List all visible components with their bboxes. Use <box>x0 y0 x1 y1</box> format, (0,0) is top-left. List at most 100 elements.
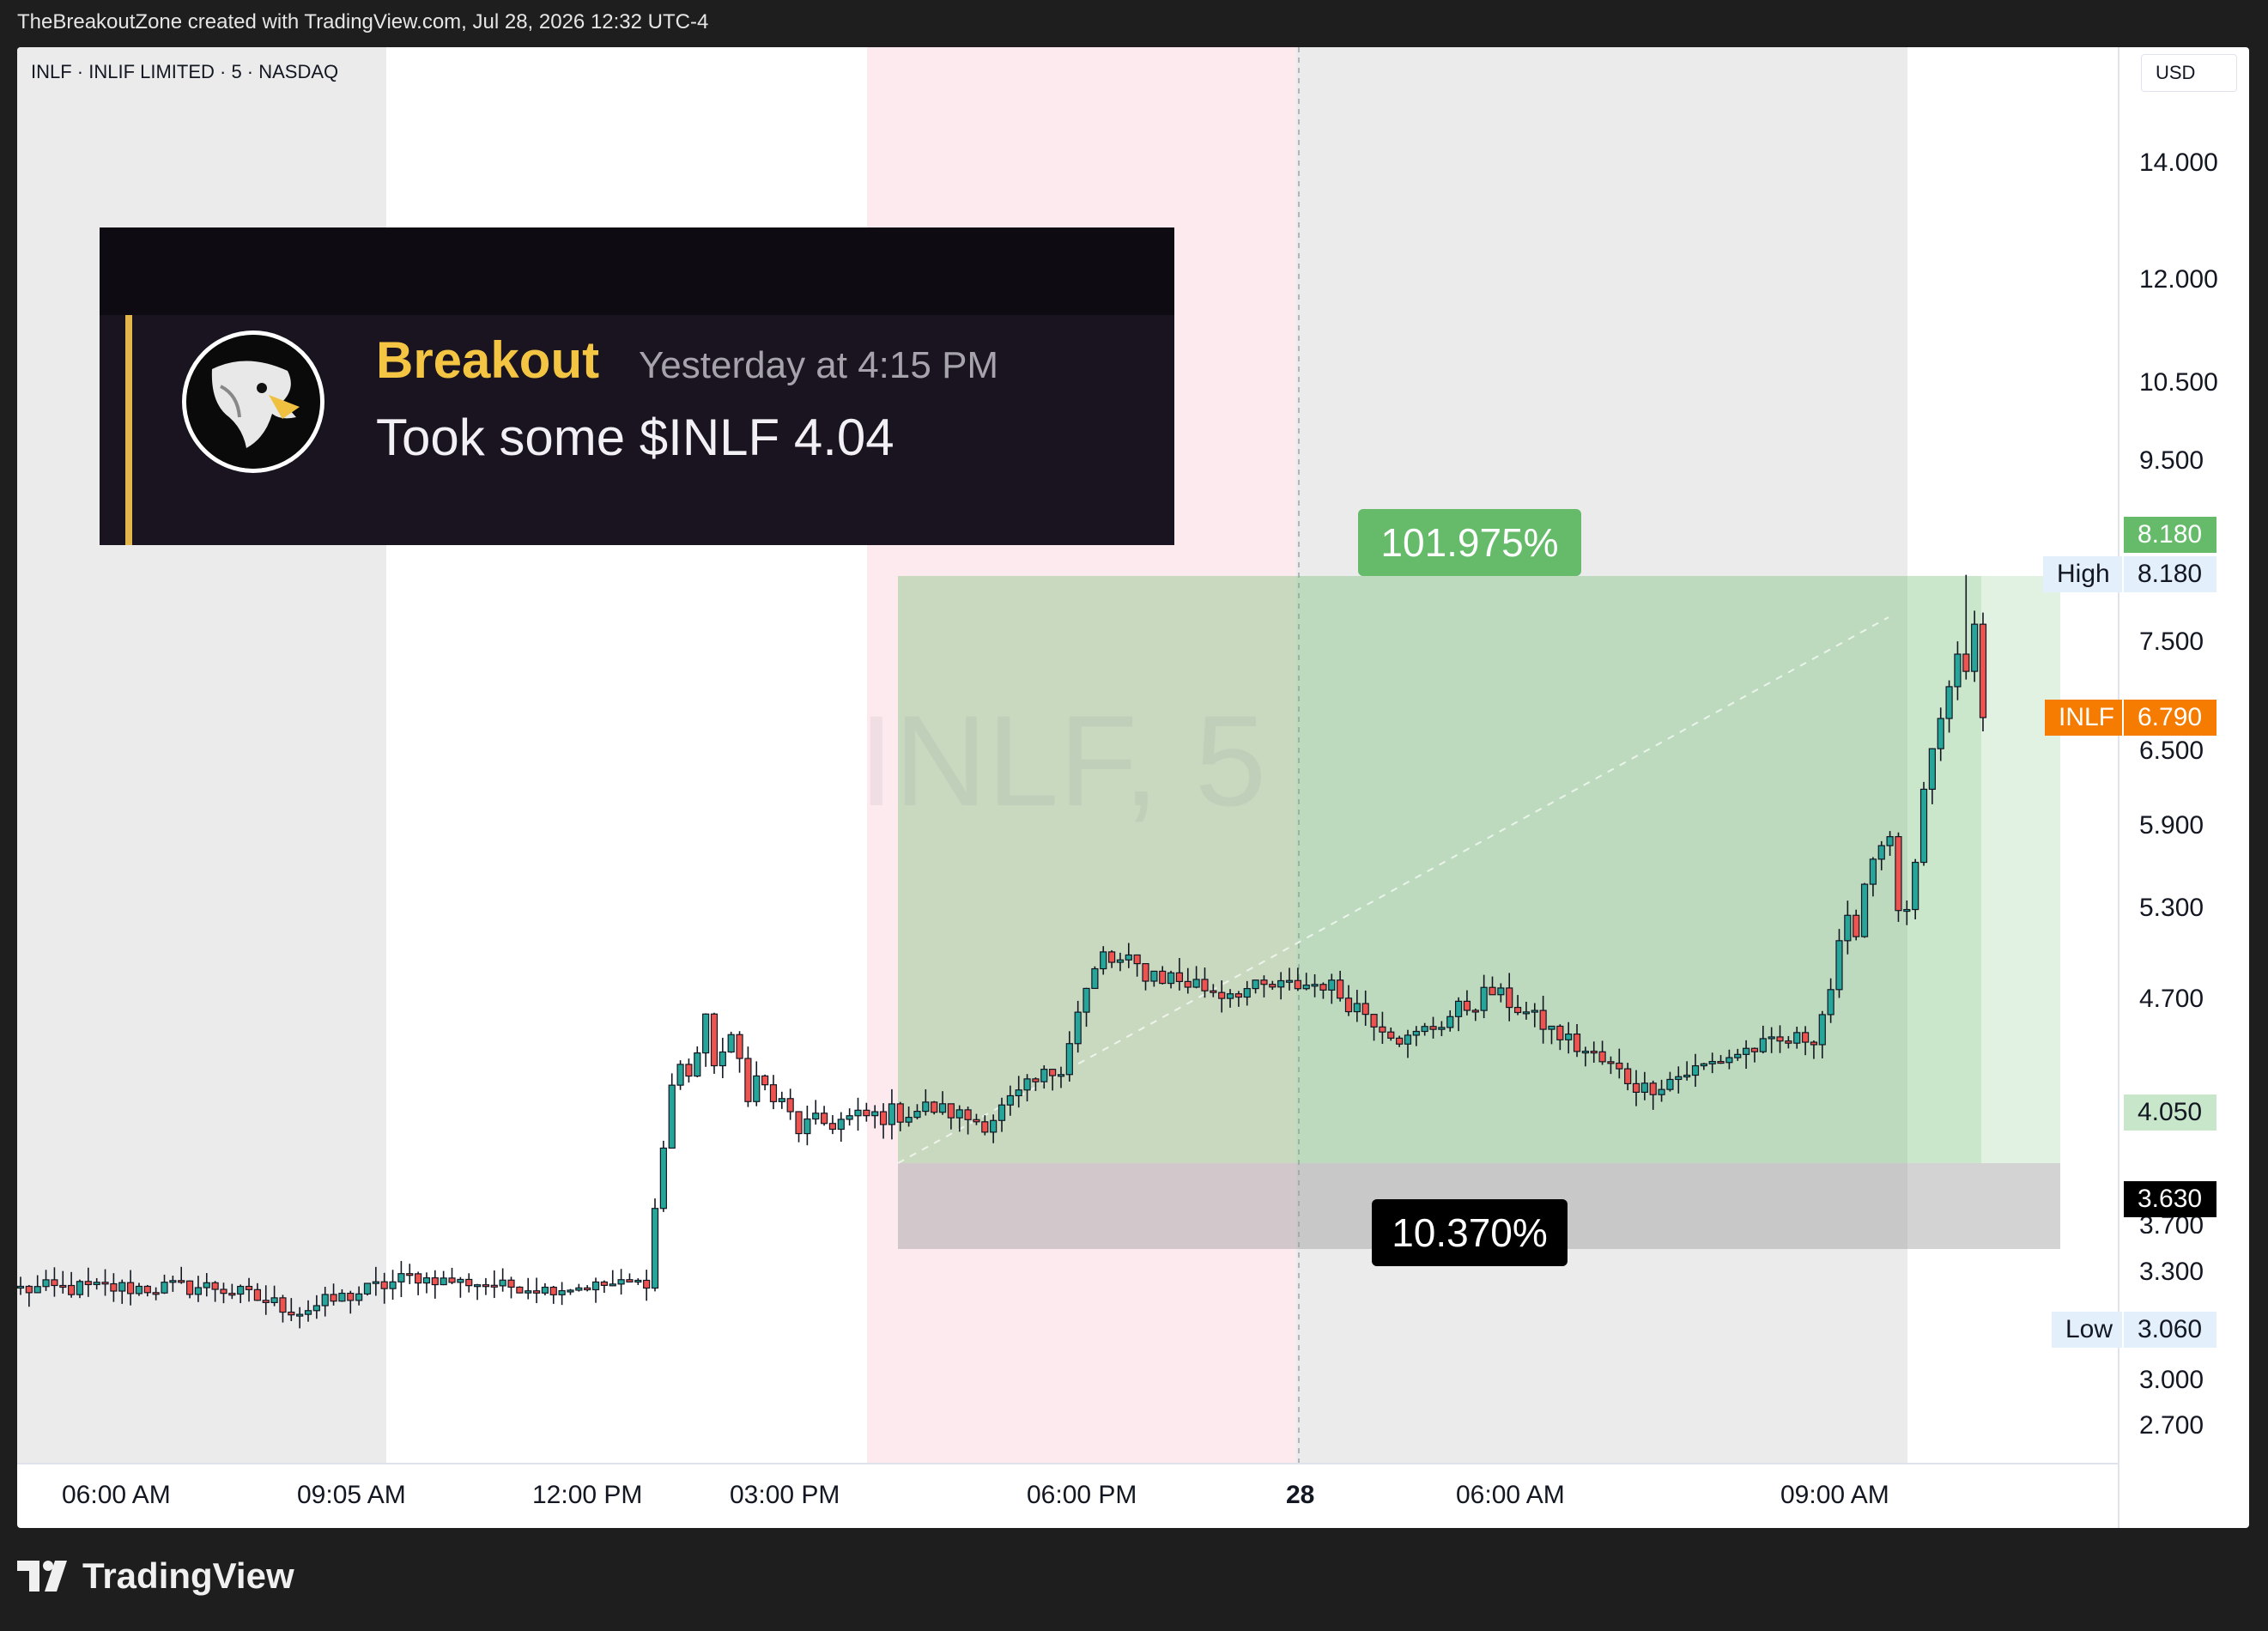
candle-body <box>1734 1053 1742 1058</box>
alert-message: Took some $INLF 4.04 <box>376 409 894 466</box>
candle-body <box>990 1119 998 1133</box>
candle-body <box>1438 1027 1446 1030</box>
candle-body <box>795 1111 803 1135</box>
candle-body <box>1860 883 1869 937</box>
time-tick: 09:05 AM <box>297 1481 406 1509</box>
candle-body <box>1049 1069 1057 1076</box>
tradingview-logo[interactable]: TradingView <box>17 1555 294 1597</box>
candle-body <box>279 1297 287 1313</box>
eagle-icon <box>182 330 324 473</box>
candle-body <box>896 1103 904 1123</box>
candle-body <box>101 1282 109 1285</box>
candle-body <box>304 1310 312 1315</box>
high-price-tag: 8.180 <box>2124 556 2216 592</box>
candle-body <box>1454 1000 1463 1017</box>
candle-body <box>1810 1041 1818 1046</box>
stop-price-tag: 3.630 <box>2124 1181 2216 1217</box>
candle-body <box>854 1109 862 1117</box>
candle-body <box>659 1147 667 1210</box>
candle-body <box>1226 993 1234 999</box>
candle-body <box>998 1104 1006 1121</box>
loss-percent-label: 10.370% <box>1372 1199 1568 1266</box>
candle-body <box>1252 979 1259 990</box>
candle-body <box>719 1051 726 1067</box>
candle-body <box>84 1281 92 1286</box>
candle-body <box>1065 1043 1073 1076</box>
candle-body <box>1396 1037 1404 1045</box>
candle-body <box>228 1293 236 1296</box>
candle-body <box>1869 858 1877 885</box>
projection-line <box>897 616 1889 1164</box>
candle-body <box>600 1281 608 1286</box>
candle-body <box>1150 970 1158 982</box>
candle-body <box>499 1279 506 1287</box>
candle-body <box>753 1075 761 1102</box>
candle-body <box>888 1103 896 1125</box>
candle-body <box>1573 1034 1581 1052</box>
candle-body <box>558 1289 566 1295</box>
candle-body <box>828 1123 837 1131</box>
candle-body <box>389 1281 397 1289</box>
time-tick: 06:00 AM <box>1456 1481 1565 1509</box>
candle-body <box>143 1285 151 1294</box>
candle-body <box>33 1286 41 1294</box>
candle-body <box>161 1282 168 1294</box>
candle-body <box>710 1013 719 1067</box>
candle-body <box>1581 1050 1589 1054</box>
tradingview-logo-text: TradingView <box>82 1555 294 1596</box>
candle-body <box>1895 836 1902 912</box>
candle-body <box>1590 1050 1598 1054</box>
candle-body <box>1480 986 1488 1011</box>
candle-body <box>1133 954 1141 965</box>
candle-body <box>135 1285 143 1294</box>
candle-body <box>863 1109 870 1117</box>
candle-body <box>1945 686 1953 719</box>
candle-body <box>1412 1030 1420 1036</box>
candle-body <box>169 1280 177 1283</box>
candle-body <box>1912 861 1919 911</box>
candle-body <box>397 1273 405 1282</box>
tradingview-logo-icon <box>17 1561 67 1592</box>
candle-body <box>59 1284 67 1288</box>
candle-body <box>532 1290 541 1294</box>
price-tick: 3.300 <box>2139 1258 2204 1286</box>
candle-body <box>820 1113 828 1125</box>
currency-selector[interactable]: USD <box>2141 54 2237 92</box>
candle-body <box>1057 1074 1065 1077</box>
candle-body <box>778 1098 785 1102</box>
candle-body <box>1725 1057 1733 1064</box>
candle-body <box>237 1285 245 1295</box>
candle-body <box>1243 988 1251 998</box>
candle-body <box>1446 1016 1454 1028</box>
candle-body <box>185 1280 194 1295</box>
alert-accent-bar <box>125 315 132 545</box>
candle-body <box>702 1013 710 1054</box>
candle-body <box>1666 1078 1674 1090</box>
candle-body <box>1192 979 1200 988</box>
candle-body <box>1463 1000 1471 1011</box>
candle-body <box>1285 979 1294 983</box>
chart-panel[interactable]: INLF · INLIF LIMITED · 5 · NASDAQ USD IN… <box>17 47 2249 1528</box>
alert-top-band <box>100 227 1174 315</box>
candle-body <box>152 1292 160 1295</box>
price-tick: 4.700 <box>2139 985 2204 1013</box>
candle-body <box>118 1282 126 1292</box>
candle-body <box>1175 972 1184 983</box>
price-tick: 12.000 <box>2139 265 2218 294</box>
candle-body <box>110 1282 118 1292</box>
candle-body <box>1040 1069 1048 1082</box>
chart-canvas[interactable] <box>17 47 2249 1528</box>
candle-body <box>812 1113 820 1120</box>
candle-body <box>761 1075 769 1086</box>
candle-body <box>1032 1078 1040 1082</box>
candle-body <box>1361 1003 1369 1016</box>
candle-body <box>473 1284 482 1288</box>
candle-body <box>347 1292 355 1301</box>
candle-body <box>415 1273 422 1284</box>
candle-body <box>567 1289 574 1293</box>
candle-body <box>363 1282 372 1294</box>
candle-body <box>668 1084 676 1149</box>
candle-body <box>440 1277 447 1286</box>
candle-body <box>541 1286 549 1294</box>
candle-body <box>871 1111 879 1117</box>
